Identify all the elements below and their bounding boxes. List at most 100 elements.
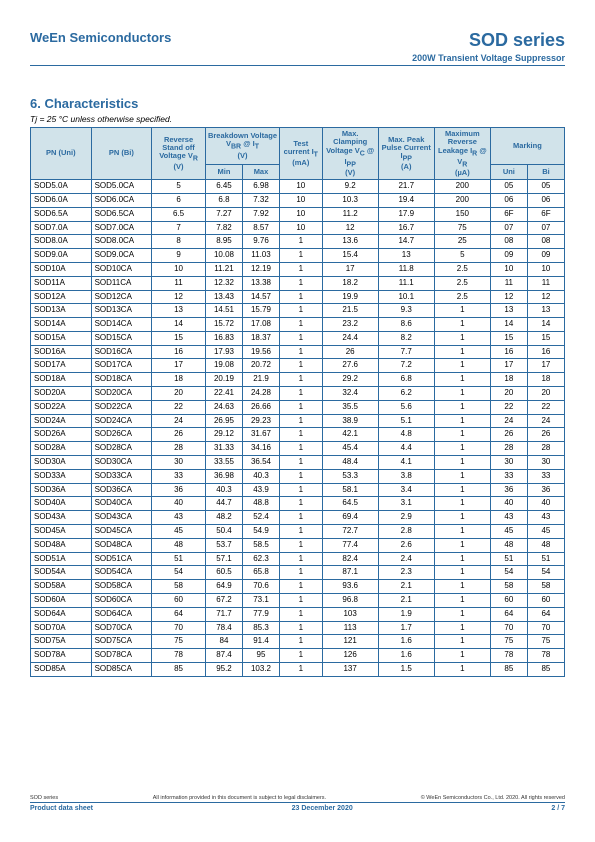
table-cell: 40 (527, 497, 564, 511)
table-cell: 43 (527, 511, 564, 525)
table-cell: 30 (527, 456, 564, 470)
table-cell: 51 (490, 552, 527, 566)
table-cell: 33.55 (205, 456, 242, 470)
table-cell: 53.3 (322, 469, 378, 483)
table-cell: 21.5 (322, 304, 378, 318)
table-cell: 1 (280, 359, 323, 373)
table-cell: 20.19 (205, 373, 242, 387)
table-cell: SOD28CA (91, 442, 152, 456)
table-header: PN (Uni) PN (Bi) Reverse Stand off Volta… (31, 128, 565, 180)
col-vbr-min: Min (205, 165, 242, 180)
table-cell: 8.2 (378, 331, 434, 345)
table-cell: 1 (434, 345, 490, 359)
table-cell: 1 (280, 621, 323, 635)
table-cell: 33 (152, 469, 206, 483)
table-cell: 48.4 (322, 456, 378, 470)
table-cell: 121 (322, 635, 378, 649)
series-block: SOD series 200W Transient Voltage Suppre… (412, 30, 565, 63)
table-cell: 58.5 (242, 538, 279, 552)
table-cell: 7.92 (242, 207, 279, 221)
table-cell: 38.9 (322, 414, 378, 428)
table-cell: 26.66 (242, 400, 279, 414)
table-cell: 24 (490, 414, 527, 428)
table-cell: 1 (434, 373, 490, 387)
table-cell: 1 (280, 373, 323, 387)
table-cell: 28 (152, 442, 206, 456)
footer-bottom-left: Product data sheet (30, 805, 93, 812)
table-cell: 6.2 (378, 387, 434, 401)
table-cell: 18 (152, 373, 206, 387)
table-cell: SOD24A (31, 414, 92, 428)
table-cell: SOD12A (31, 290, 92, 304)
table-cell: SOD22A (31, 400, 92, 414)
table-cell: 2.6 (378, 538, 434, 552)
table-cell: 3.8 (378, 469, 434, 483)
table-cell: 1 (280, 428, 323, 442)
table-cell: 1 (280, 497, 323, 511)
table-cell: SOD58CA (91, 580, 152, 594)
table-cell: 57.1 (205, 552, 242, 566)
table-cell: 40 (152, 497, 206, 511)
table-cell: 75 (490, 635, 527, 649)
table-cell: 19.9 (322, 290, 378, 304)
table-cell: 3.1 (378, 497, 434, 511)
table-cell: 17 (322, 262, 378, 276)
footer-top-mid: All information provided in this documen… (153, 795, 326, 801)
table-cell: 11.8 (378, 262, 434, 276)
table-cell: 1 (434, 359, 490, 373)
table-cell: 30 (152, 456, 206, 470)
table-row: SOD45ASOD45CA4550.454.9172.72.814545 (31, 525, 565, 539)
table-cell: 1.5 (378, 663, 434, 677)
table-cell: 36.54 (242, 456, 279, 470)
table-cell: SOD6.0A (31, 193, 92, 207)
table-cell: 13.43 (205, 290, 242, 304)
table-cell: 48.8 (242, 497, 279, 511)
table-cell: 10 (490, 262, 527, 276)
table-cell: SOD58A (31, 580, 92, 594)
table-cell: 3.4 (378, 483, 434, 497)
table-cell: 26.95 (205, 414, 242, 428)
table-cell: SOD28A (31, 442, 92, 456)
table-cell: 12 (152, 290, 206, 304)
table-cell: SOD22CA (91, 400, 152, 414)
table-cell: 1 (434, 483, 490, 497)
table-cell: 1 (434, 442, 490, 456)
table-cell: 2.5 (434, 276, 490, 290)
table-cell: 1 (280, 649, 323, 663)
table-cell: SOD18A (31, 373, 92, 387)
table-cell: 14 (490, 318, 527, 332)
table-cell: SOD6.5CA (91, 207, 152, 221)
table-cell: 13 (490, 304, 527, 318)
table-cell: 91.4 (242, 635, 279, 649)
table-cell: 58 (490, 580, 527, 594)
table-cell: 50.4 (205, 525, 242, 539)
table-cell: 05 (490, 180, 527, 194)
table-cell: 52.4 (242, 511, 279, 525)
table-row: SOD13ASOD13CA1314.5115.79121.59.311313 (31, 304, 565, 318)
table-cell: 78.4 (205, 621, 242, 635)
col-ir: Maximum Reverse Leakage IR @ VR(µA) (434, 128, 490, 180)
table-cell: 45 (527, 525, 564, 539)
col-vc: Max. Clamping Voltage VC @ IPP(V) (322, 128, 378, 180)
table-cell: 09 (527, 249, 564, 263)
table-cell: 07 (527, 221, 564, 235)
table-cell: SOD26A (31, 428, 92, 442)
table-cell: 2.1 (378, 594, 434, 608)
table-cell: 29.12 (205, 428, 242, 442)
series-title: SOD series (412, 30, 565, 51)
table-cell: 8 (152, 235, 206, 249)
table-row: SOD36ASOD36CA3640.343.9158.13.413636 (31, 483, 565, 497)
col-ipp: Max. Peak Pulse Current IPP(A) (378, 128, 434, 180)
table-cell: 17.9 (378, 207, 434, 221)
table-cell: 60.5 (205, 566, 242, 580)
table-cell: 1 (434, 594, 490, 608)
table-cell: 103 (322, 607, 378, 621)
table-cell: 10.1 (378, 290, 434, 304)
table-cell: 1 (434, 414, 490, 428)
table-cell: 15.4 (322, 249, 378, 263)
table-cell: SOD16CA (91, 345, 152, 359)
table-cell: SOD13CA (91, 304, 152, 318)
footer-bottom-mid: 23 December 2020 (292, 805, 353, 812)
table-cell: 30 (490, 456, 527, 470)
table-cell: 13.6 (322, 235, 378, 249)
